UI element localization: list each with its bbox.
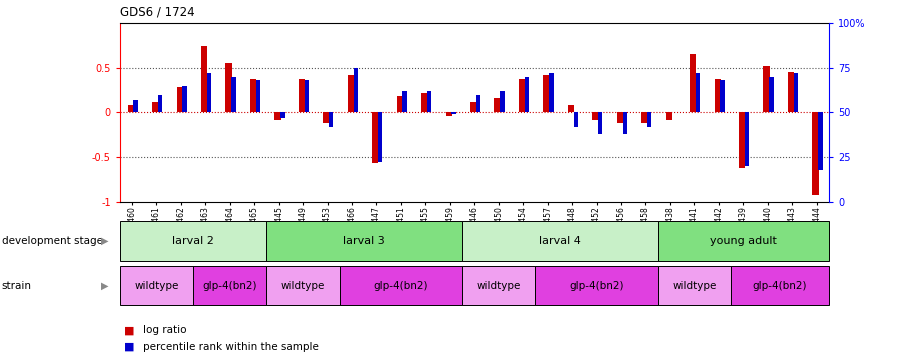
Bar bbox=[568, 105, 574, 112]
Bar bbox=[305, 80, 309, 112]
Text: ▶: ▶ bbox=[101, 281, 109, 291]
Text: larval 2: larval 2 bbox=[172, 236, 214, 246]
Text: larval 3: larval 3 bbox=[344, 236, 385, 246]
Bar bbox=[152, 102, 158, 112]
Bar bbox=[658, 221, 829, 261]
Bar bbox=[592, 112, 599, 120]
Text: ▶: ▶ bbox=[101, 236, 109, 246]
Bar bbox=[226, 63, 231, 112]
Bar bbox=[500, 91, 505, 112]
Text: development stage: development stage bbox=[2, 236, 103, 246]
Bar bbox=[720, 80, 725, 112]
Bar bbox=[354, 68, 358, 112]
Bar bbox=[696, 73, 700, 112]
Bar bbox=[476, 95, 480, 112]
Bar bbox=[574, 112, 578, 127]
Bar bbox=[298, 79, 305, 112]
Bar bbox=[280, 112, 285, 118]
Bar bbox=[647, 112, 651, 127]
Bar bbox=[598, 112, 602, 134]
Bar bbox=[340, 266, 462, 305]
Text: percentile rank within the sample: percentile rank within the sample bbox=[143, 342, 319, 352]
Bar bbox=[666, 112, 671, 120]
Text: log ratio: log ratio bbox=[143, 325, 186, 335]
Bar bbox=[690, 54, 696, 112]
Text: glp-4(bn2): glp-4(bn2) bbox=[374, 281, 428, 291]
Text: wildtype: wildtype bbox=[281, 281, 325, 291]
Bar bbox=[323, 112, 330, 123]
Bar bbox=[426, 91, 431, 112]
Bar bbox=[372, 112, 379, 163]
Bar bbox=[266, 266, 340, 305]
Bar bbox=[266, 221, 462, 261]
Bar bbox=[715, 79, 721, 112]
Text: wildtype: wildtype bbox=[134, 281, 179, 291]
Bar bbox=[446, 112, 451, 116]
Bar bbox=[193, 266, 266, 305]
Bar bbox=[402, 91, 407, 112]
Text: glp-4(bn2): glp-4(bn2) bbox=[569, 281, 624, 291]
Bar bbox=[378, 112, 382, 162]
Bar bbox=[231, 77, 236, 112]
Bar bbox=[769, 77, 774, 112]
Bar bbox=[157, 95, 162, 112]
Bar bbox=[462, 221, 658, 261]
Bar bbox=[250, 79, 256, 112]
Bar bbox=[788, 72, 794, 112]
Bar bbox=[201, 45, 207, 112]
Bar bbox=[134, 100, 138, 112]
Bar bbox=[120, 221, 266, 261]
Bar bbox=[617, 112, 623, 123]
Bar bbox=[120, 266, 193, 305]
Bar bbox=[182, 86, 187, 112]
Bar bbox=[462, 266, 535, 305]
Bar bbox=[177, 87, 182, 112]
Bar bbox=[739, 112, 745, 168]
Text: young adult: young adult bbox=[710, 236, 776, 246]
Bar bbox=[495, 98, 501, 112]
Bar bbox=[519, 79, 525, 112]
Text: glp-4(bn2): glp-4(bn2) bbox=[752, 281, 807, 291]
Bar bbox=[274, 112, 281, 120]
Bar bbox=[348, 75, 354, 112]
Bar bbox=[818, 112, 822, 170]
Bar bbox=[397, 96, 402, 112]
Text: wildtype: wildtype bbox=[672, 281, 717, 291]
Text: larval 4: larval 4 bbox=[539, 236, 581, 246]
Bar bbox=[256, 80, 260, 112]
Bar bbox=[421, 93, 427, 112]
Bar bbox=[641, 112, 647, 123]
Bar bbox=[128, 105, 134, 112]
Bar bbox=[525, 77, 529, 112]
Bar bbox=[764, 66, 770, 112]
Bar bbox=[207, 73, 211, 112]
Bar bbox=[329, 112, 333, 127]
Bar bbox=[470, 102, 476, 112]
Bar bbox=[535, 266, 658, 305]
Bar bbox=[731, 266, 829, 305]
Bar bbox=[812, 112, 819, 195]
Text: ■: ■ bbox=[124, 325, 134, 335]
Text: strain: strain bbox=[2, 281, 32, 291]
Bar bbox=[543, 75, 550, 112]
Bar bbox=[451, 112, 456, 114]
Text: ■: ■ bbox=[124, 342, 134, 352]
Bar bbox=[794, 73, 799, 112]
Bar bbox=[549, 73, 554, 112]
Text: glp-4(bn2): glp-4(bn2) bbox=[203, 281, 257, 291]
Bar bbox=[745, 112, 749, 166]
Text: wildtype: wildtype bbox=[476, 281, 521, 291]
Bar bbox=[623, 112, 627, 134]
Text: GDS6 / 1724: GDS6 / 1724 bbox=[120, 6, 194, 19]
Bar bbox=[658, 266, 731, 305]
